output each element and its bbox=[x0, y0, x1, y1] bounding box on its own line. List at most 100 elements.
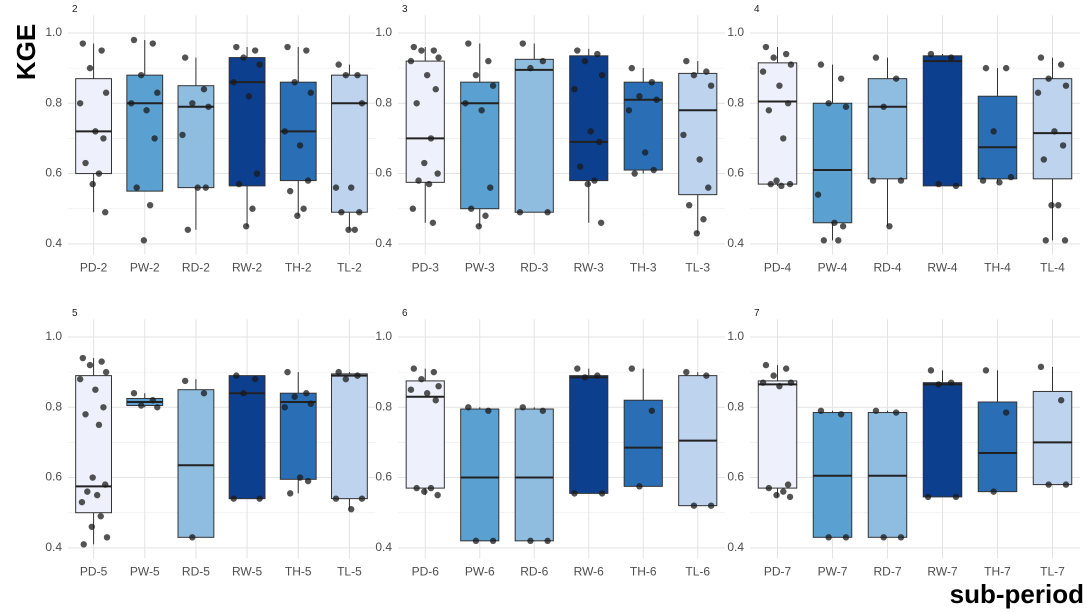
box bbox=[331, 373, 368, 500]
data-point bbox=[574, 365, 581, 372]
data-point bbox=[354, 372, 361, 379]
data-point bbox=[1040, 156, 1048, 163]
data-point bbox=[348, 184, 355, 191]
x-tick-label: TH-3 bbox=[630, 261, 657, 275]
data-point bbox=[230, 78, 237, 86]
data-point bbox=[200, 86, 208, 93]
x-tick-label: PW-4 bbox=[818, 261, 848, 275]
y-tick-label: 0.8 bbox=[45, 399, 62, 413]
data-point bbox=[251, 375, 259, 383]
data-point bbox=[307, 89, 314, 96]
data-point bbox=[251, 47, 259, 54]
x-tick-label: TH-7 bbox=[984, 565, 1011, 579]
data-point bbox=[935, 381, 942, 388]
data-point bbox=[927, 367, 935, 374]
data-point bbox=[149, 40, 157, 47]
data-point bbox=[648, 78, 656, 86]
box bbox=[922, 55, 963, 187]
data-point bbox=[1051, 128, 1058, 135]
data-point bbox=[628, 365, 636, 372]
box bbox=[514, 58, 554, 213]
data-point bbox=[784, 100, 792, 107]
data-point bbox=[281, 404, 289, 411]
x-tick-label: PD-2 bbox=[80, 261, 108, 275]
data-point bbox=[631, 170, 638, 177]
y-tick-label: 0.6 bbox=[727, 166, 744, 180]
data-point bbox=[584, 180, 591, 188]
data-point bbox=[335, 61, 342, 68]
data-point bbox=[130, 36, 138, 44]
y-tick-label: 0.6 bbox=[45, 470, 62, 484]
data-point bbox=[358, 100, 366, 107]
data-point bbox=[707, 502, 715, 509]
data-point bbox=[489, 537, 497, 545]
data-point bbox=[516, 209, 524, 216]
box bbox=[623, 81, 663, 171]
data-point bbox=[194, 184, 201, 191]
data-point bbox=[700, 216, 707, 223]
panel: 3 0.4 0.6 0.8 1.0 PD-3 PW-3 RD-3 RW-3 TH-3 TL-3 bbox=[375, 4, 725, 275]
data-point bbox=[598, 490, 606, 497]
data-point bbox=[576, 163, 584, 170]
data-point bbox=[88, 523, 95, 530]
data-point bbox=[636, 93, 643, 100]
data-point bbox=[571, 490, 578, 497]
data-point bbox=[146, 201, 154, 209]
data-point bbox=[1045, 481, 1052, 488]
data-point bbox=[202, 184, 209, 191]
data-point bbox=[421, 488, 428, 495]
data-point bbox=[205, 103, 212, 110]
data-point bbox=[842, 534, 850, 541]
data-point bbox=[284, 368, 291, 376]
data-point bbox=[429, 219, 437, 226]
data-point bbox=[770, 372, 777, 379]
data-point bbox=[487, 184, 494, 191]
y-tick-label: 0.8 bbox=[375, 399, 392, 413]
x-tick-label: PW-3 bbox=[465, 261, 495, 275]
data-point bbox=[690, 71, 698, 79]
data-point bbox=[648, 407, 656, 414]
data-point bbox=[351, 226, 358, 233]
data-point bbox=[892, 75, 900, 82]
data-point bbox=[427, 135, 435, 142]
x-tick-label: PD-6 bbox=[412, 565, 440, 579]
data-point bbox=[485, 407, 492, 414]
data-point bbox=[1061, 237, 1069, 244]
panel-title: 4 bbox=[754, 4, 760, 15]
data-point bbox=[872, 407, 880, 414]
data-point bbox=[591, 177, 598, 184]
data-point bbox=[467, 205, 475, 212]
data-point bbox=[482, 212, 489, 219]
data-point bbox=[598, 71, 606, 79]
y-tick-label: 1.0 bbox=[45, 329, 62, 343]
data-point bbox=[342, 71, 350, 79]
data-point bbox=[636, 483, 643, 490]
data-point bbox=[1062, 481, 1070, 488]
data-point bbox=[787, 379, 795, 386]
y-tick-label: 1.0 bbox=[375, 329, 392, 343]
data-point bbox=[571, 86, 578, 93]
y-tick-label: 1.0 bbox=[375, 25, 392, 39]
data-point bbox=[587, 128, 594, 135]
x-tick-label: RW-2 bbox=[232, 261, 263, 275]
data-point bbox=[181, 54, 189, 61]
data-point bbox=[286, 187, 294, 195]
data-point bbox=[294, 212, 301, 219]
data-point bbox=[581, 57, 589, 65]
data-point bbox=[539, 57, 547, 65]
data-point bbox=[418, 375, 425, 383]
data-point bbox=[773, 491, 780, 499]
data-point bbox=[86, 361, 94, 369]
data-point bbox=[773, 177, 780, 184]
y-tick-label: 1.0 bbox=[727, 329, 744, 343]
panel-title: 2 bbox=[72, 4, 78, 15]
data-point bbox=[435, 54, 442, 61]
data-point bbox=[300, 205, 307, 212]
x-tick-label: RD-5 bbox=[182, 565, 210, 579]
data-point bbox=[886, 223, 893, 230]
y-tick-label: 0.6 bbox=[727, 470, 744, 484]
data-point bbox=[95, 421, 103, 429]
data-point bbox=[80, 541, 87, 548]
data-point bbox=[434, 170, 441, 177]
data-point bbox=[519, 40, 527, 47]
